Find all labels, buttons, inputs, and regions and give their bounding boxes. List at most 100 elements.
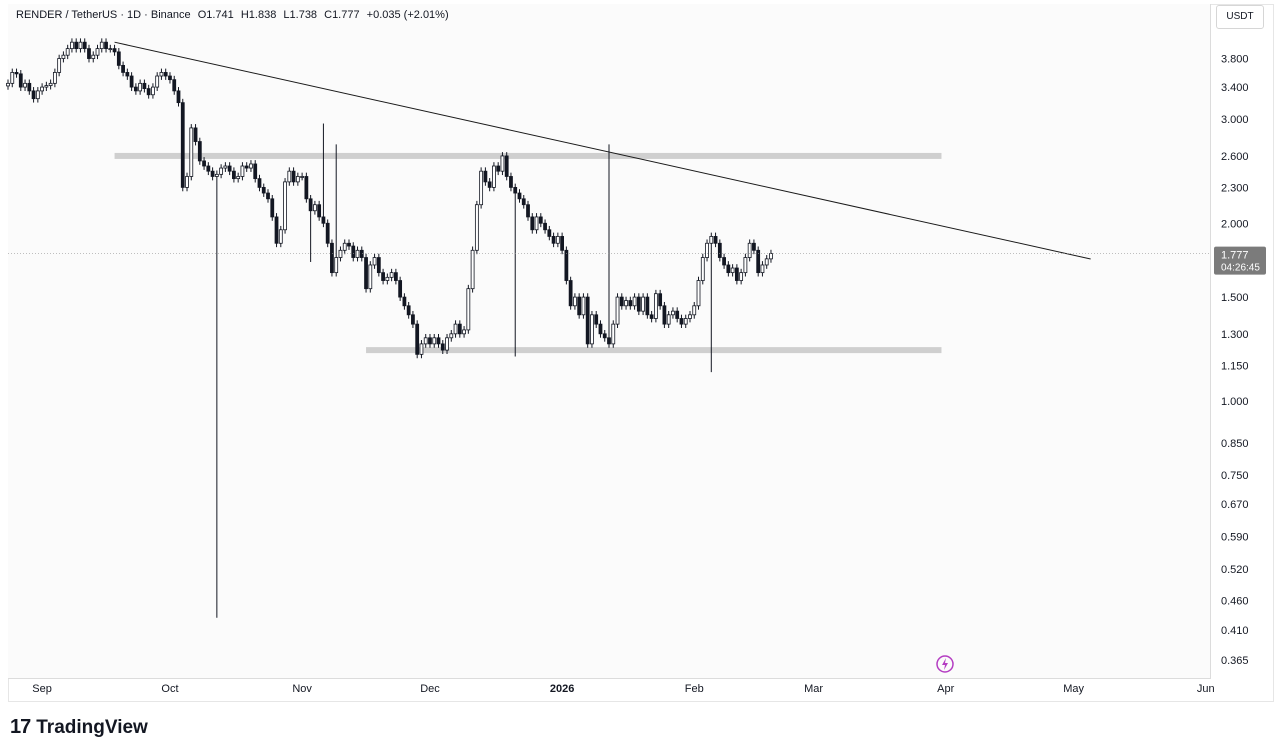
candle-body-down bbox=[381, 272, 385, 281]
candle bbox=[760, 261, 765, 277]
candle bbox=[185, 172, 189, 192]
candle-body-up bbox=[432, 337, 437, 345]
candle bbox=[705, 239, 709, 262]
candle-body-up bbox=[95, 48, 100, 56]
candle bbox=[547, 225, 552, 241]
y-tick-label: 1.150 bbox=[1221, 360, 1249, 372]
candle bbox=[479, 167, 484, 209]
candle bbox=[717, 239, 722, 262]
candle-body-down bbox=[509, 176, 513, 188]
candle-body-up bbox=[449, 333, 454, 339]
candle-body-up bbox=[423, 337, 428, 345]
candle bbox=[739, 268, 744, 285]
candle bbox=[232, 167, 236, 183]
candle-body-down bbox=[577, 296, 582, 316]
candle bbox=[683, 314, 688, 329]
candle-body-down bbox=[440, 343, 445, 351]
candle-body-up bbox=[688, 314, 692, 319]
candle-body-down bbox=[274, 216, 279, 244]
candle bbox=[172, 75, 177, 95]
candle-body-down bbox=[116, 51, 121, 66]
candle bbox=[381, 268, 385, 285]
candle bbox=[163, 68, 168, 80]
candle bbox=[445, 333, 449, 354]
y-tick-label: 1.300 bbox=[1221, 329, 1249, 341]
candle bbox=[747, 239, 752, 262]
y-tick-label: 0.365 bbox=[1221, 655, 1249, 667]
candle-body-down bbox=[244, 165, 249, 169]
candle-body-up bbox=[6, 82, 10, 87]
candle bbox=[253, 160, 258, 183]
candle-body-up bbox=[615, 296, 620, 325]
candle bbox=[308, 194, 313, 262]
candle-body-up bbox=[61, 54, 66, 59]
candle-body-up bbox=[300, 176, 304, 178]
candle-body-up bbox=[747, 242, 752, 258]
candle-body-down bbox=[564, 249, 569, 281]
candle-body-up bbox=[419, 343, 424, 355]
candle-body-down bbox=[176, 90, 181, 104]
candle-body-down bbox=[649, 314, 654, 319]
y-tick-label: 1.000 bbox=[1221, 396, 1249, 408]
candle bbox=[470, 246, 475, 293]
lightning-icon[interactable] bbox=[936, 655, 954, 673]
candle bbox=[692, 301, 697, 319]
candle bbox=[457, 320, 462, 338]
candle bbox=[249, 160, 253, 172]
candle bbox=[355, 246, 360, 262]
candle bbox=[351, 242, 356, 262]
candle-body-down bbox=[636, 296, 641, 312]
candle bbox=[585, 293, 590, 348]
candle bbox=[573, 293, 577, 310]
tradingview-branding[interactable]: 17 TradingView bbox=[10, 716, 148, 739]
candle-body-up bbox=[739, 272, 744, 281]
candle bbox=[679, 314, 684, 329]
candle bbox=[261, 183, 266, 197]
candle-body-down bbox=[585, 296, 590, 345]
candle bbox=[121, 61, 125, 77]
candle bbox=[730, 264, 735, 277]
candle bbox=[389, 268, 394, 282]
candle-body-up bbox=[368, 264, 373, 290]
candle-body-up bbox=[334, 257, 339, 274]
candle bbox=[568, 276, 573, 310]
candle-body-up bbox=[555, 236, 560, 244]
candle-body-up bbox=[372, 257, 377, 266]
candle-body-up bbox=[138, 82, 143, 92]
candle-body-down bbox=[483, 170, 488, 183]
candle-body-down bbox=[82, 41, 87, 50]
candle bbox=[615, 293, 620, 329]
resistance-zone bbox=[114, 152, 942, 159]
candle bbox=[57, 54, 62, 77]
candle bbox=[180, 98, 185, 192]
candle-body-down bbox=[411, 314, 415, 325]
candle-body-up bbox=[624, 300, 628, 307]
candle bbox=[393, 268, 398, 285]
candle-body-up bbox=[70, 41, 74, 50]
candle bbox=[658, 289, 663, 310]
candle-body-up bbox=[108, 48, 113, 51]
currency-button[interactable]: USDT bbox=[1216, 5, 1264, 29]
y-tick-label: 2.000 bbox=[1221, 218, 1249, 230]
candle-body-up bbox=[151, 86, 155, 96]
candle-body-down bbox=[722, 257, 726, 266]
candle bbox=[594, 310, 599, 329]
candle bbox=[453, 320, 458, 338]
candle bbox=[70, 38, 74, 53]
candle bbox=[734, 264, 739, 285]
candle-body-up bbox=[10, 72, 15, 84]
candle-body-down bbox=[347, 242, 351, 247]
legend-symbol[interactable]: RENDER / TetherUS · 1D · Binance bbox=[16, 9, 191, 21]
candle-body-up bbox=[223, 165, 228, 169]
candle bbox=[449, 329, 454, 342]
candle bbox=[197, 137, 202, 165]
x-tick-label: Feb bbox=[685, 683, 704, 695]
candle bbox=[368, 261, 373, 293]
candle-body-up bbox=[696, 280, 701, 307]
candle bbox=[376, 253, 381, 277]
candle-body-down bbox=[121, 64, 125, 73]
candle-body-up bbox=[700, 257, 705, 281]
candle-body-down bbox=[517, 192, 522, 200]
candle-body-down bbox=[261, 186, 266, 194]
